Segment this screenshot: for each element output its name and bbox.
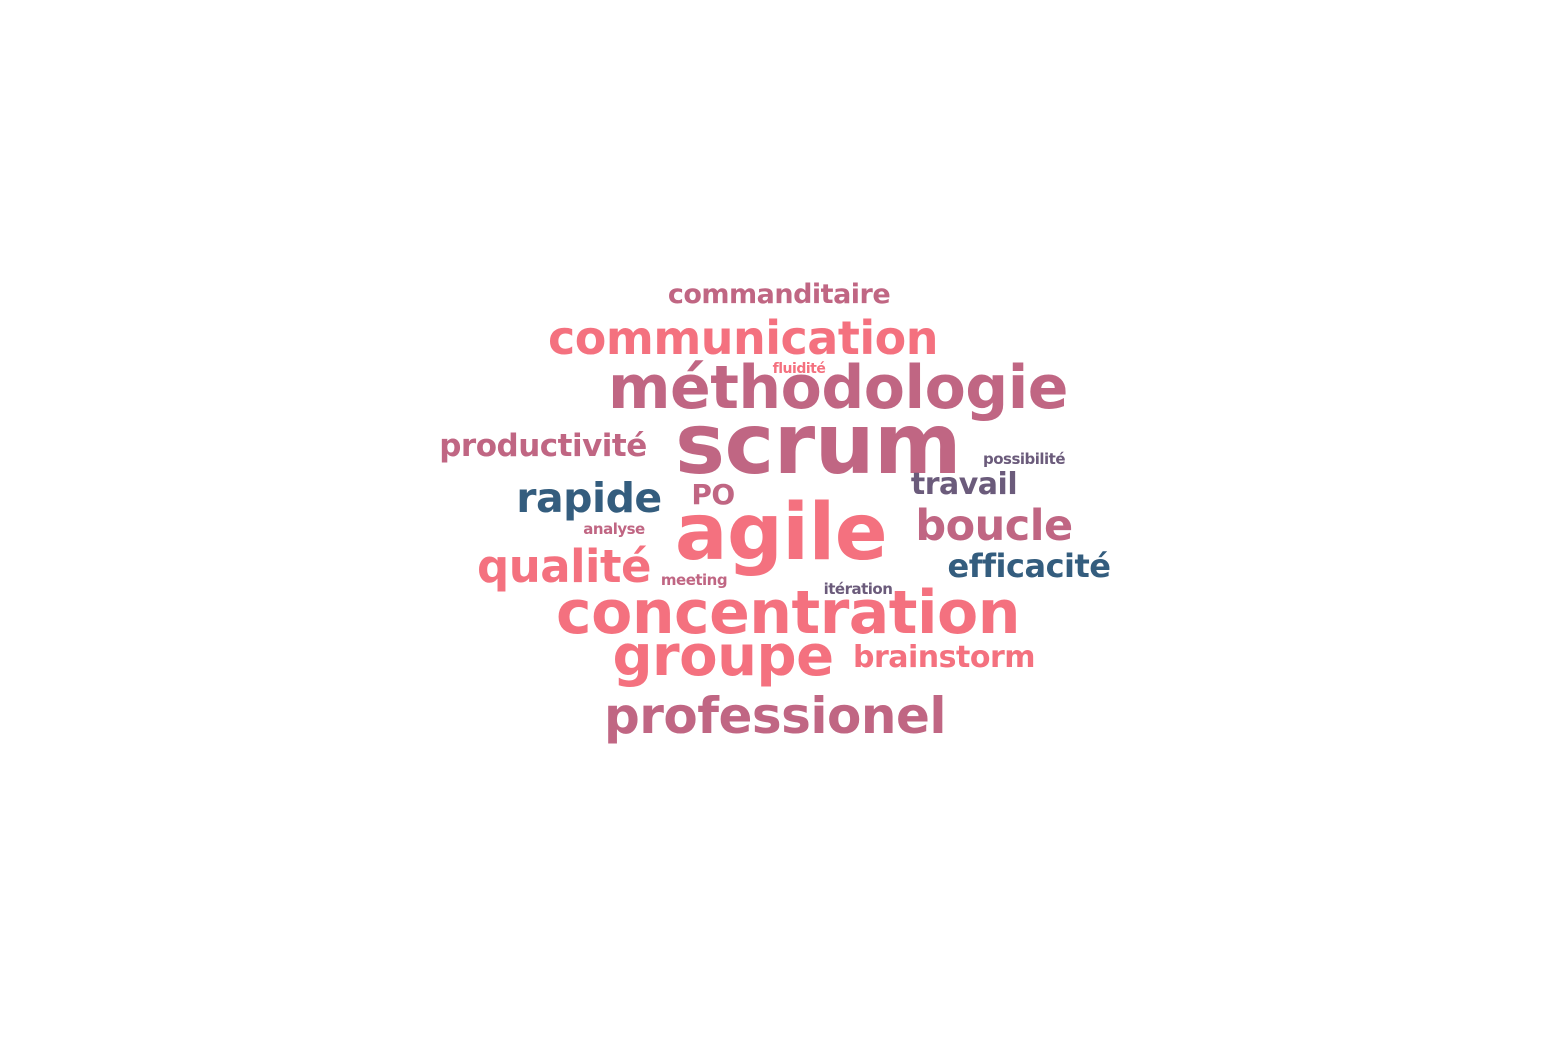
word-groupe: groupe xyxy=(612,624,834,689)
word-communication: communication xyxy=(548,311,938,365)
word-agile: agile xyxy=(674,488,888,578)
word-scrum: scrum xyxy=(674,395,962,493)
word-fluidite: fluidité xyxy=(772,361,826,377)
word-iteration: itération xyxy=(823,580,893,598)
word-productivite: productivité xyxy=(439,428,647,464)
word-methodologie: méthodologie xyxy=(608,353,1069,423)
word-concentration: concentration xyxy=(556,578,1020,648)
word-rapide: rapide xyxy=(516,474,662,522)
word-travail: travail xyxy=(910,467,1018,502)
word-po: PO xyxy=(691,478,735,511)
word-brainstorm: brainstorm xyxy=(852,640,1036,675)
word-efficacite: efficacité xyxy=(947,547,1111,585)
word-commanditaire: commanditaire xyxy=(667,279,891,310)
word-possibilite: possibilité xyxy=(982,450,1066,468)
word-qualite: qualité xyxy=(477,540,652,593)
word-analyse: analyse xyxy=(583,520,645,538)
word-professionel: professionel xyxy=(603,687,947,745)
word-meeting: meeting xyxy=(660,571,728,589)
word-boucle: boucle xyxy=(915,501,1073,551)
